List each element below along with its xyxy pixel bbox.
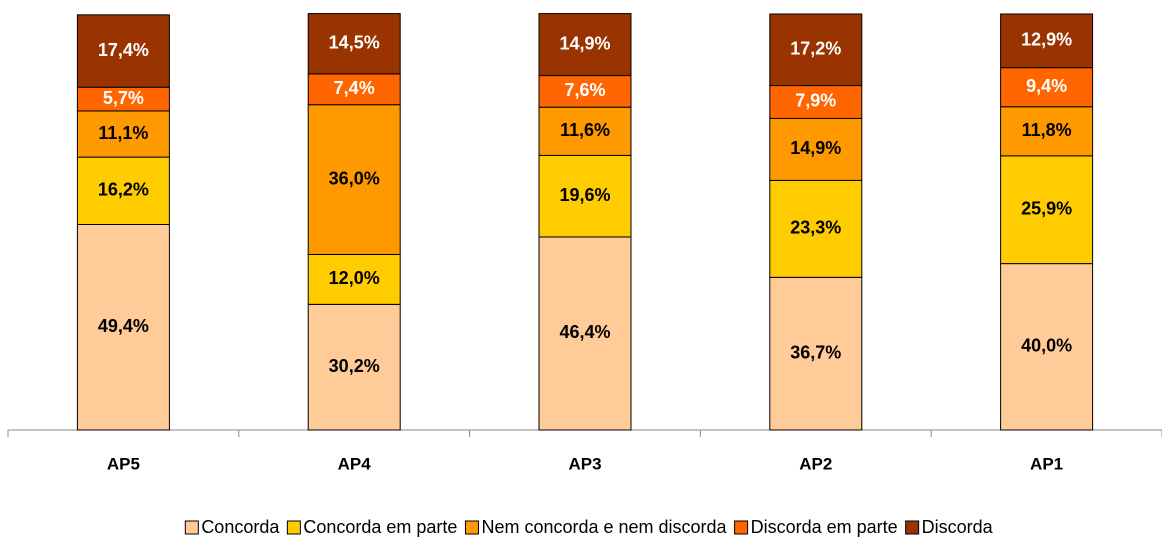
x-tick-label: AP5 <box>107 454 140 473</box>
legend-label: Discorda <box>922 517 994 537</box>
value-label: 7,6% <box>564 80 605 100</box>
legend-swatch <box>905 520 920 535</box>
bar-segment <box>307 303 401 431</box>
value-label: 11,6% <box>560 120 610 140</box>
value-label: 9,4% <box>1026 76 1067 96</box>
value-label: 5,7% <box>103 88 144 108</box>
value-label: 17,2% <box>790 39 841 59</box>
bar-segment <box>1000 263 1094 431</box>
value-label: 46,4% <box>559 322 610 342</box>
value-label: 14,9% <box>559 33 610 53</box>
legend-swatch <box>734 520 749 535</box>
value-label: 36,7% <box>790 342 841 362</box>
x-tick-label: AP4 <box>338 454 372 473</box>
bar-segment <box>769 85 863 119</box>
bar-segment <box>76 156 170 225</box>
legend-label: Discorda em parte <box>751 517 898 537</box>
legend-label: Concorda em parte <box>303 517 457 537</box>
bar-segment <box>307 13 401 75</box>
legend-label: Nem concorda e nem discorda <box>481 517 727 537</box>
bar-segment <box>1000 155 1094 265</box>
value-label: 19,6% <box>559 185 610 205</box>
bar-segment <box>538 13 632 77</box>
value-label: 7,4% <box>334 78 375 98</box>
legend-swatch <box>464 520 479 535</box>
value-label: 16,2% <box>98 180 149 200</box>
value-label: 30,2% <box>329 356 380 376</box>
x-tick-label: AP1 <box>1030 454 1063 473</box>
bar-segment <box>769 13 863 87</box>
bar-segment <box>1000 13 1094 69</box>
bar-segment <box>76 223 170 431</box>
bar-segment <box>76 110 170 158</box>
bar-segment <box>307 73 401 106</box>
legend-swatch <box>286 520 301 535</box>
value-label: 11,1% <box>98 123 148 143</box>
bar-segment <box>769 117 863 181</box>
value-label: 17,4% <box>98 40 149 60</box>
value-label: 25,9% <box>1021 198 1072 218</box>
bar-segment <box>1000 67 1094 108</box>
value-label: 23,3% <box>790 218 841 238</box>
x-tick-label: AP2 <box>799 454 832 473</box>
bar-segment <box>1000 106 1094 157</box>
legend-swatch <box>184 520 199 535</box>
x-tick-label: AP3 <box>568 454 601 473</box>
bar-segment <box>76 14 170 88</box>
bar-segment <box>538 106 632 156</box>
legend-label: Concorda <box>201 517 280 537</box>
bar-segment <box>769 276 863 431</box>
bar-segment <box>307 253 401 305</box>
value-label: 12,9% <box>1021 30 1072 50</box>
value-label: 36,0% <box>329 168 380 188</box>
value-label: 40,0% <box>1021 336 1072 356</box>
bar-segment <box>769 179 863 278</box>
value-label: 49,4% <box>98 316 149 336</box>
value-label: 14,9% <box>790 138 841 158</box>
value-label: 12,0% <box>329 268 380 288</box>
bar-segment <box>538 236 632 431</box>
value-label: 7,9% <box>795 91 836 111</box>
value-label: 14,5% <box>329 32 380 52</box>
value-label: 11,8% <box>1022 120 1072 140</box>
